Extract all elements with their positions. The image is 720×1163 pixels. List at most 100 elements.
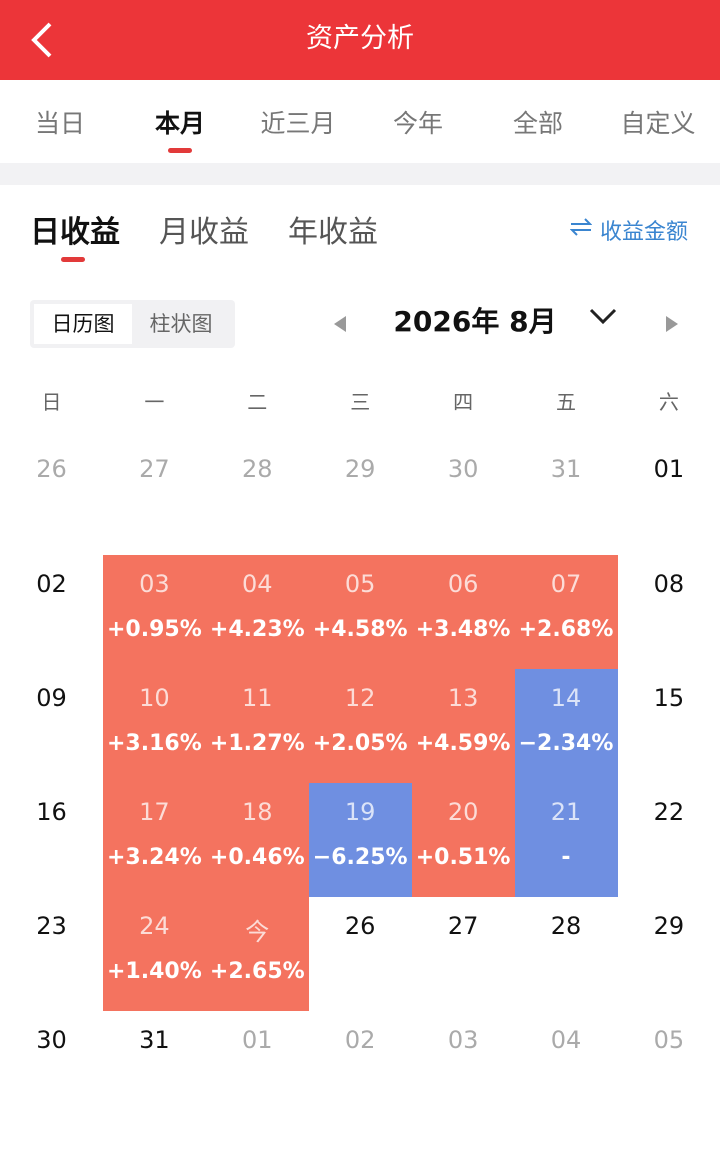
prev-month[interactable] xyxy=(332,314,348,334)
income-tab[interactable]: 月收益 xyxy=(159,215,249,250)
day-cell[interactable]: 23 xyxy=(0,897,103,1011)
day-cell[interactable]: 30 xyxy=(412,440,515,554)
back-button[interactable] xyxy=(28,20,58,60)
day-cell[interactable]: 11 +1.27% xyxy=(205,669,309,783)
weekday-label: 五 xyxy=(556,390,576,414)
day-change: +2.05% xyxy=(312,731,408,756)
weekday-label: 日 xyxy=(41,390,62,414)
page-title: 资产分析 xyxy=(306,23,414,54)
day-cell[interactable]: 29 xyxy=(309,440,412,554)
day-number: 20 xyxy=(447,798,479,826)
day-cell[interactable]: 01 xyxy=(617,440,720,554)
period-tab[interactable]: 本月 xyxy=(120,104,240,153)
day-cell[interactable]: 03 xyxy=(412,1011,515,1125)
day-number: 29 xyxy=(653,912,685,940)
period-tabs: 当日 本月 近三月 今年 全部 自定义 xyxy=(0,80,720,163)
day-change: +1.40% xyxy=(107,959,202,984)
income-tab[interactable]: 日收益 xyxy=(30,207,120,262)
day-cell[interactable]: 01 xyxy=(206,1011,309,1125)
day-change: +3.24% xyxy=(107,845,202,870)
month-dropdown[interactable] xyxy=(588,306,618,328)
day-cell[interactable]: 12 +2.05% xyxy=(308,669,412,783)
view-option[interactable]: 日历图 xyxy=(34,304,132,344)
day-cell[interactable]: 26 xyxy=(309,897,412,1011)
day-cell[interactable]: 18 +0.46% xyxy=(205,783,309,897)
amount-toggle[interactable]: 收益金额 xyxy=(570,214,688,246)
day-cell[interactable]: 13 +4.59% xyxy=(411,669,515,783)
day-number: 08 xyxy=(653,570,685,598)
day-change: +3.16% xyxy=(107,731,202,756)
day-cell[interactable]: 27 xyxy=(103,440,206,554)
month-label: 2026年 8月 xyxy=(393,305,557,338)
day-cell[interactable]: 04 +4.23% xyxy=(205,555,309,669)
day-number: 15 xyxy=(653,684,685,712)
day-cell[interactable]: 16 xyxy=(0,783,103,897)
day-number: 28 xyxy=(550,912,582,940)
next-month[interactable] xyxy=(664,314,680,334)
day-cell[interactable]: 27 xyxy=(412,897,515,1011)
day-cell[interactable]: 21 - xyxy=(514,783,618,897)
day-cell[interactable]: 19 −6.25% xyxy=(308,783,412,897)
day-cell[interactable]: 08 xyxy=(617,555,720,669)
day-cell[interactable]: 10 +3.16% xyxy=(102,669,206,783)
day-change: +3.48% xyxy=(415,617,511,642)
day-number: 27 xyxy=(447,912,479,940)
day-number: 10 xyxy=(139,684,170,712)
swap-icon xyxy=(570,218,592,236)
view-option[interactable]: 柱状图 xyxy=(149,312,213,336)
period-tab[interactable]: 今年 xyxy=(392,109,443,138)
day-change: +2.65% xyxy=(209,959,305,984)
day-cell[interactable]: 28 xyxy=(206,440,309,554)
day-cell[interactable]: 09 xyxy=(0,669,103,783)
divider xyxy=(0,163,720,185)
day-cell[interactable]: 20 +0.51% xyxy=(411,783,515,897)
day-number: 03 xyxy=(447,1026,479,1054)
day-cell[interactable]: 29 xyxy=(617,897,720,1011)
day-change: +0.95% xyxy=(107,617,202,642)
day-number: 21 xyxy=(550,798,582,826)
period-tab[interactable]: 自定义 xyxy=(620,109,696,138)
period-tab[interactable]: 全部 xyxy=(512,109,563,138)
day-cell[interactable]: 15 xyxy=(617,669,720,783)
day-cell[interactable]: 28 xyxy=(515,897,618,1011)
day-cell[interactable]: 26 xyxy=(0,440,103,554)
day-number: 26 xyxy=(36,455,67,483)
day-number: 01 xyxy=(653,455,685,483)
day-number: 04 xyxy=(550,1026,582,1054)
day-number: 04 xyxy=(242,570,273,598)
day-cell[interactable]: 02 xyxy=(309,1011,412,1125)
day-cell[interactable]: 14 −2.34% xyxy=(514,669,618,783)
day-cell[interactable]: 31 xyxy=(515,440,618,554)
day-number: 05 xyxy=(653,1026,685,1054)
day-number: 01 xyxy=(242,1026,273,1054)
day-number: 29 xyxy=(344,455,376,483)
amount-toggle-label: 收益金额 xyxy=(600,220,689,245)
day-cell[interactable]: 04 xyxy=(515,1011,618,1125)
day-number: 23 xyxy=(36,912,67,940)
day-cell[interactable]: 06 +3.48% xyxy=(411,555,515,669)
day-change: +2.68% xyxy=(518,617,614,642)
day-number: 26 xyxy=(344,912,376,940)
day-cell[interactable]: 05 xyxy=(617,1011,720,1125)
day-cell[interactable]: 05 +4.58% xyxy=(308,555,412,669)
day-cell[interactable]: 03 +0.95% xyxy=(102,555,206,669)
day-cell[interactable]: 24 +1.40% xyxy=(102,897,206,1011)
day-cell[interactable]: 02 xyxy=(0,555,103,669)
day-number: 05 xyxy=(344,570,376,598)
day-number: 07 xyxy=(550,570,582,598)
day-cell[interactable]: 22 xyxy=(617,783,720,897)
day-cell[interactable]: 31 xyxy=(103,1011,206,1125)
day-cell[interactable]: 今 +2.65% xyxy=(205,897,309,1011)
period-tab[interactable]: 近三月 xyxy=(260,109,336,138)
day-cell[interactable]: 17 +3.24% xyxy=(102,783,206,897)
weekday-label: 一 xyxy=(144,390,165,414)
day-cell[interactable]: 07 +2.68% xyxy=(514,555,618,669)
app-header: 资产分析 xyxy=(0,0,720,80)
period-tab[interactable]: 当日 xyxy=(34,109,85,138)
day-number: 16 xyxy=(36,798,67,826)
view-toggle: 日历图 柱状图 xyxy=(30,300,235,348)
day-cell[interactable]: 30 xyxy=(0,1011,103,1125)
income-tab[interactable]: 年收益 xyxy=(288,215,378,250)
